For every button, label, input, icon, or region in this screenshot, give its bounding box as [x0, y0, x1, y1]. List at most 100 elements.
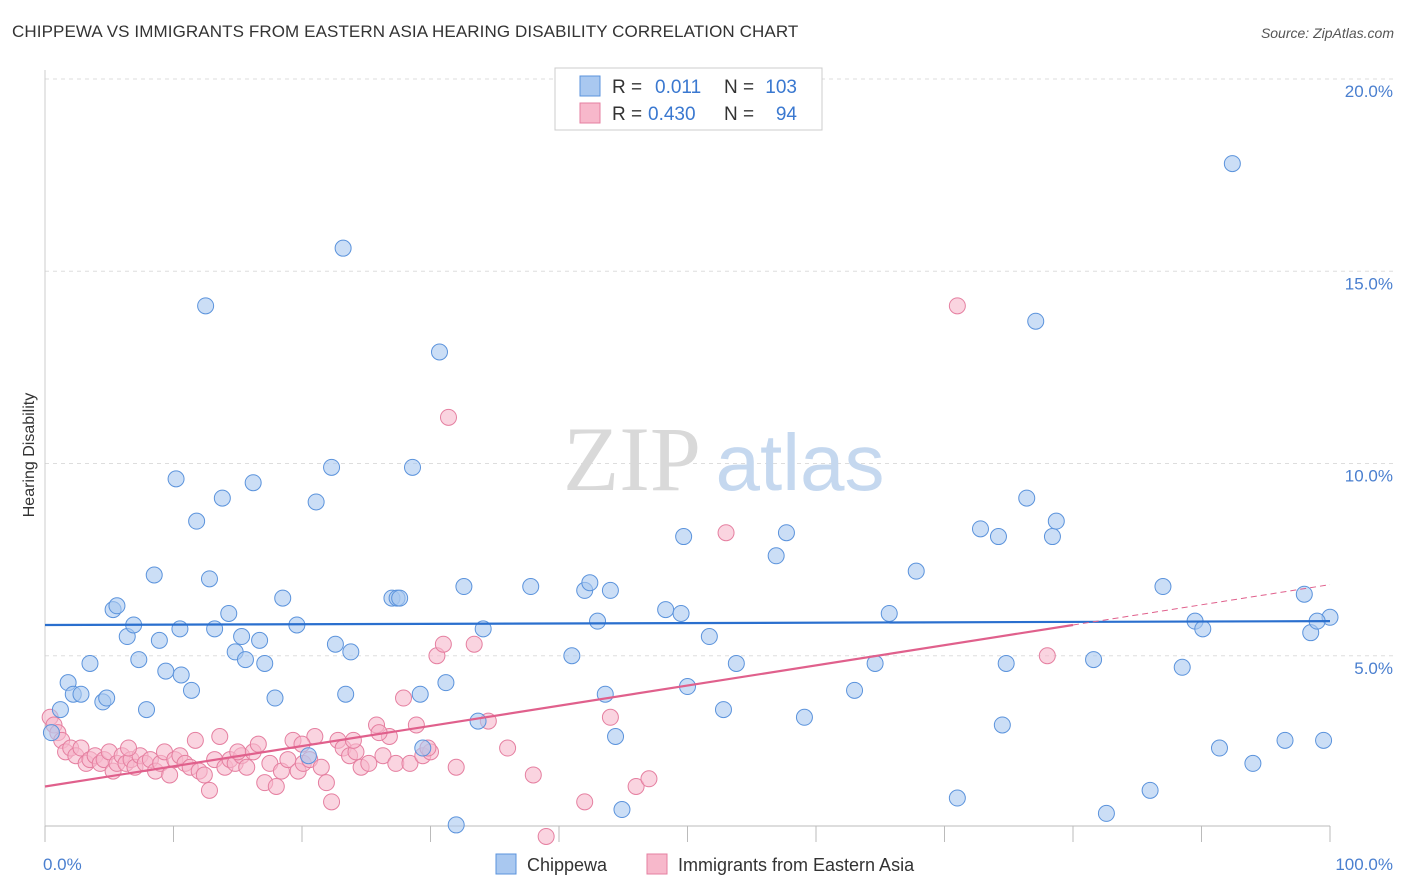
eastasia-point — [200, 781, 218, 799]
chippewa-point — [326, 635, 344, 653]
source-credit: Source: ZipAtlas.com — [1260, 25, 1394, 41]
chippewa-point — [337, 685, 355, 703]
chippewa-point — [172, 666, 190, 684]
chippewa-point — [971, 520, 989, 538]
chippewa-point — [777, 524, 795, 542]
chippewa-point — [907, 562, 925, 580]
eastasia-point — [627, 777, 645, 795]
chippewa-point — [613, 801, 631, 819]
legend-n-value-2: 94 — [776, 104, 798, 125]
eastasia-point — [72, 739, 90, 757]
chippewa-point — [767, 547, 785, 565]
eastasia-point — [195, 766, 213, 784]
legend-n-value-1: 103 — [765, 77, 797, 98]
chippewa-point — [404, 458, 422, 476]
chippewa-trendline — [44, 620, 1331, 627]
chippewa-point — [474, 620, 492, 638]
eastasia-point — [120, 739, 138, 757]
chippewa-point — [157, 662, 175, 680]
chippewa-point — [188, 512, 206, 530]
chippewa-point — [51, 701, 69, 719]
chippewa-point — [256, 654, 274, 672]
chippewa-point — [672, 604, 690, 622]
bottom-legend-swatch-chippewa — [495, 853, 517, 875]
y-tick-label: 10.0% — [1345, 467, 1393, 486]
chippewa-point — [1223, 155, 1241, 173]
legend-r-label-2: R = — [612, 104, 642, 125]
chippewa-point — [601, 581, 619, 599]
chippewa-point — [727, 654, 745, 672]
eastasia-point — [434, 635, 452, 653]
grid-layer — [45, 78, 1395, 657]
eastasia-point — [601, 708, 619, 726]
eastasia-point — [407, 716, 425, 734]
eastasia-point — [948, 297, 966, 315]
chippewa-point — [307, 493, 325, 511]
legend-n-label-2: N = — [724, 104, 754, 125]
eastasia-point — [238, 758, 256, 776]
chippewa-point — [589, 612, 607, 630]
chippewa-point — [391, 589, 409, 607]
legend-r-value-1: 0.011 — [655, 77, 701, 98]
watermark-zip: ZIP — [563, 408, 701, 510]
eastasia-trendline — [44, 623, 1074, 788]
chippewa-point — [1244, 754, 1262, 772]
chippewa-point — [1194, 620, 1212, 638]
eastasia-point — [317, 774, 335, 792]
chippewa-point — [138, 701, 156, 719]
eastasia-point — [267, 777, 285, 795]
eastasia-point — [401, 754, 419, 772]
chippewa-point — [795, 708, 813, 726]
eastasia-point — [576, 793, 594, 811]
bottom-legend-swatch-eastasia — [646, 853, 668, 875]
bottom-legend-label-eastasia: Immigrants from Eastern Asia — [678, 855, 915, 875]
chippewa-point — [323, 458, 341, 476]
chippewa-point — [430, 343, 448, 361]
chippewa-point — [334, 239, 352, 257]
legend-swatch-eastasia — [579, 102, 601, 124]
chippewa-point — [1097, 804, 1115, 822]
chippewa-point — [455, 578, 473, 596]
eastasia-point — [186, 731, 204, 749]
eastasia-point — [312, 758, 330, 776]
watermark-atlas: atlas — [716, 418, 885, 507]
eastasia-point — [387, 754, 405, 772]
eastasia-point — [640, 770, 658, 788]
y-tick-label: 5.0% — [1354, 659, 1393, 678]
eastasia-point — [323, 793, 341, 811]
chippewa-point — [274, 589, 292, 607]
chippewa-point — [98, 689, 116, 707]
chippewa-point — [1154, 578, 1172, 596]
eastasia-point — [249, 735, 267, 753]
eastasia-point — [344, 731, 362, 749]
chippewa-point — [1027, 312, 1045, 330]
legend-swatch-chippewa — [579, 75, 601, 97]
chippewa-point — [342, 643, 360, 661]
chippewa-point — [197, 297, 215, 315]
chippewa-point — [948, 789, 966, 807]
chippewa-point — [1018, 489, 1036, 507]
chippewa-point — [42, 724, 60, 742]
legend-r-label-1: R = — [612, 77, 642, 98]
chippewa-point — [563, 647, 581, 665]
axis-layer: 5.0% 10.0% 15.0% 20.0% 0.0% 100.0% — [43, 70, 1393, 874]
chippewa-point — [171, 620, 189, 638]
x-tick-label: 0.0% — [43, 855, 82, 874]
y-tick-label: 20.0% — [1345, 82, 1393, 101]
chippewa-point — [447, 816, 465, 834]
chippewa-point — [411, 685, 429, 703]
chippewa-point — [236, 651, 254, 669]
chippewa-point — [167, 470, 185, 488]
chippewa-point — [989, 528, 1007, 546]
chippewa-point — [437, 674, 455, 692]
chippewa-point — [213, 489, 231, 507]
chippewa-point — [607, 727, 625, 745]
chippewa-point — [200, 570, 218, 588]
chippewa-point — [414, 739, 432, 757]
eastasia-point — [447, 758, 465, 776]
chippewa-point — [72, 685, 90, 703]
eastasia-point — [395, 689, 413, 707]
chippewa-point — [130, 651, 148, 669]
chippewa-point — [1085, 651, 1103, 669]
